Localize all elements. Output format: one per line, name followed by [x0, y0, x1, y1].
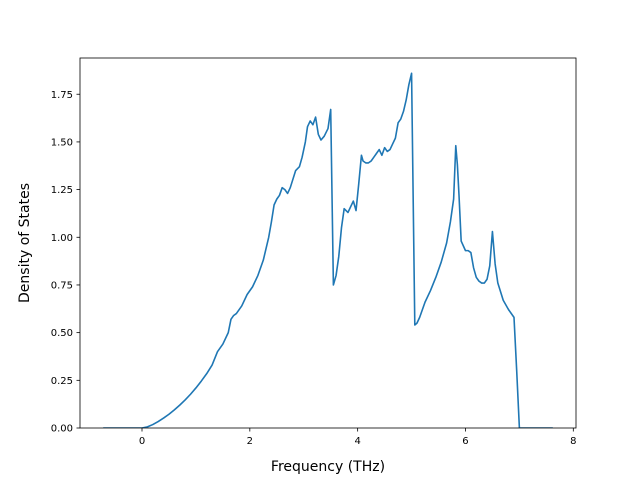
y-tick-label: 1.25	[51, 185, 73, 196]
y-tick-label: 0.75	[51, 281, 73, 292]
y-tick-label: 1.50	[51, 138, 73, 149]
x-tick-label: 8	[570, 436, 576, 447]
y-tick-label: 0.50	[51, 328, 73, 339]
y-tick-label: 1.00	[51, 233, 73, 244]
y-tick-label: 0.00	[51, 424, 73, 435]
axis-ticks: 0 2 4 6 8 0.00 0.25 0.50 0.75 1.00 1.25 1.50 1.75	[51, 90, 577, 447]
plot-area	[103, 72, 553, 428]
x-tick-label: 0	[139, 436, 145, 447]
x-axis-label: Frequency (THz)	[271, 459, 385, 475]
y-axis-label: Density of States	[17, 183, 33, 303]
axes-frame	[79, 57, 577, 429]
y-tick-label: 1.75	[51, 90, 73, 101]
x-tick-label: 4	[354, 436, 360, 447]
x-tick-label: 6	[462, 436, 468, 447]
y-tick-label: 0.25	[51, 376, 73, 387]
x-tick-label: 2	[247, 436, 253, 447]
dos-series-line	[103, 72, 553, 428]
